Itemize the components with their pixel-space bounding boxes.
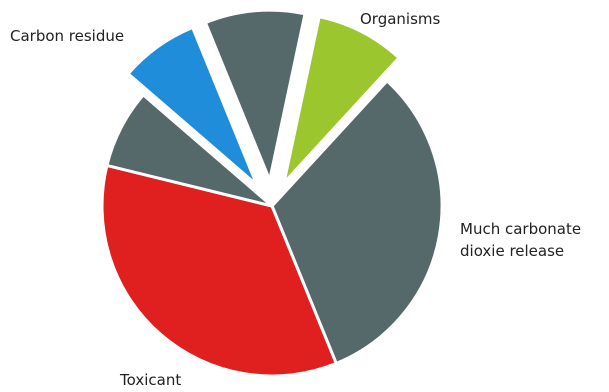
slice-label-carbon-residue: Carbon residue (10, 27, 124, 45)
slice-label-toxicant: Toxicant (119, 371, 181, 389)
pie-slice-unlabeled-5 (203, 8, 307, 182)
pie-slice-unlabeled-3 (105, 93, 274, 208)
slice-label-much-carbonate-dioxie-release: Much carbonate dioxie release (460, 220, 581, 260)
pie-slice-toxicant (100, 163, 338, 378)
pie-slice-much-carbonate-dioxie-release (270, 79, 444, 365)
pie-slice-organisms (282, 15, 401, 185)
pie-slices (100, 8, 444, 378)
pie-slice-carbon-residue (126, 25, 259, 187)
pie-labels: Organisms Much carbonate dioxie release Tox… (10, 10, 581, 389)
slice-label-organisms: Organisms (360, 10, 441, 28)
